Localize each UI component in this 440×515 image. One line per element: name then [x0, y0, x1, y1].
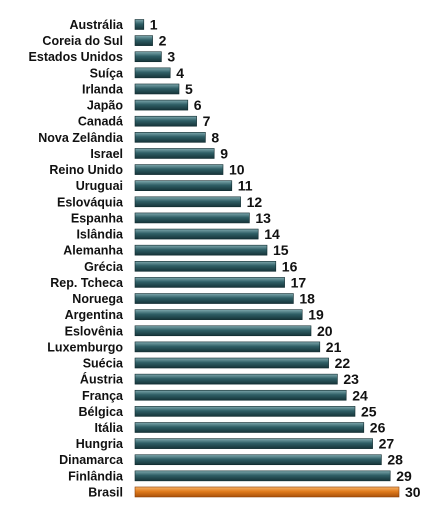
bar-belgica: [134, 406, 356, 417]
bar-brasil: [134, 486, 400, 498]
bar-australia: [134, 19, 145, 30]
category-label-suica: Suíça: [90, 66, 124, 80]
bar-eslovaquia: [134, 196, 241, 208]
category-label-franca: França: [82, 389, 124, 403]
value-label-dinamarca: 28: [387, 452, 403, 468]
value-label-uruguai: 11: [238, 178, 253, 194]
bar-irlanda: [134, 83, 180, 95]
category-label-espanha: Espanha: [71, 211, 124, 225]
bar-noruega: [134, 293, 294, 304]
category-label-luxemburgo: Luxemburgo: [47, 340, 123, 354]
value-label-belgica: 25: [361, 403, 377, 419]
category-label-australia: Austrália: [70, 18, 125, 32]
bar-finlandia: [134, 470, 391, 482]
category-label-uruguai: Uruguai: [76, 179, 123, 193]
category-label-rep-tcheca: Rep. Tcheca: [50, 276, 124, 290]
value-label-suecia: 22: [335, 355, 351, 371]
bar-estados-unidos: [134, 51, 162, 63]
category-label-israel: Israel: [90, 147, 123, 161]
value-label-reino-unido: 10: [229, 162, 245, 178]
category-label-hungria: Hungria: [76, 437, 124, 451]
bar-rep-tcheca: [134, 277, 285, 288]
bar-espanha: [134, 212, 250, 224]
value-label-rep-tcheca: 17: [291, 274, 307, 290]
value-label-alemanha: 15: [273, 242, 289, 258]
bar-alemanha: [134, 244, 268, 256]
category-label-nova-zelandia: Nova Zelândia: [38, 131, 124, 145]
bar-luxemburgo: [134, 341, 321, 353]
bar-suica: [134, 67, 171, 79]
category-label-suecia: Suécia: [83, 357, 124, 371]
bar-italia: [134, 422, 365, 433]
category-label-brasil: Brasil: [88, 485, 123, 499]
bar-coreia-do-sul: [134, 35, 153, 46]
category-label-irlanda: Irlanda: [82, 82, 124, 96]
value-label-eslovenia: 20: [317, 323, 333, 339]
category-label-noruega: Noruega: [72, 292, 124, 306]
category-label-finlandia: Finlândia: [68, 469, 124, 483]
value-label-grecia: 16: [282, 258, 298, 274]
bar-uruguai: [134, 180, 233, 191]
value-label-finlandia: 29: [396, 468, 412, 484]
category-label-italia: Itália: [95, 421, 125, 435]
category-labels: Austrália Coreia do Sul Estados Unidos Suíç…: [29, 18, 125, 499]
category-label-eslovaquia: Eslováquia: [57, 195, 124, 209]
value-label-franca: 24: [352, 387, 368, 403]
category-label-grecia: Grécia: [84, 260, 124, 274]
bar-grecia: [134, 260, 277, 272]
bar-israel: [134, 148, 215, 159]
value-label-eslovaquia: 12: [247, 194, 263, 210]
value-label-argentina: 19: [308, 307, 324, 323]
category-label-japao: Japão: [87, 99, 123, 113]
category-label-coreia-do-sul: Coreia do Sul: [42, 34, 123, 48]
value-label-japao: 6: [194, 97, 202, 113]
value-label-italia: 26: [370, 420, 386, 436]
bar-franca: [134, 389, 347, 401]
bar-islandia: [134, 228, 259, 240]
bar-dinamarca: [134, 454, 382, 466]
bar-reino-unido: [134, 164, 224, 175]
bar-eslovenia: [134, 325, 312, 337]
bar-argentina: [134, 309, 303, 320]
value-label-australia: 1: [150, 17, 158, 33]
bars-group: [134, 19, 400, 498]
value-label-israel: 9: [220, 145, 228, 161]
bar-canada: [134, 115, 197, 127]
value-label-nova-zelandia: 8: [211, 129, 219, 145]
value-label-irlanda: 5: [185, 81, 193, 97]
bar-nova-zelandia: [134, 132, 206, 143]
bar-japao: [134, 99, 189, 111]
bar-hungria: [134, 438, 373, 449]
bar-austria: [134, 373, 338, 385]
category-label-belgica: Bélgica: [79, 405, 125, 419]
value-label-coreia-do-sul: 2: [159, 33, 167, 49]
value-label-luxemburgo: 21: [326, 339, 342, 355]
value-label-hungria: 27: [379, 436, 395, 452]
category-label-alemanha: Alemanha: [63, 244, 124, 258]
value-label-espanha: 13: [255, 210, 271, 226]
category-label-reino-unido: Reino Unido: [49, 163, 123, 177]
category-label-canada: Canadá: [78, 115, 123, 129]
value-labels: 1234567891011121314151617181920212223242…: [150, 17, 421, 500]
value-label-canada: 7: [203, 113, 211, 129]
category-label-dinamarca: Dinamarca: [59, 453, 124, 467]
value-label-estados-unidos: 3: [167, 49, 175, 65]
value-label-suica: 4: [176, 65, 184, 81]
category-label-austria: Áustria: [80, 372, 124, 387]
value-label-brasil: 30: [405, 484, 421, 500]
value-label-islandia: 14: [264, 226, 280, 242]
category-label-eslovenia: Eslovênia: [65, 324, 124, 338]
bar-suecia: [134, 357, 329, 369]
category-label-estados-unidos: Estados Unidos: [29, 50, 124, 64]
category-label-argentina: Argentina: [65, 308, 124, 322]
value-label-austria: 23: [343, 371, 359, 387]
category-label-islandia: Islândia: [76, 228, 124, 242]
value-label-noruega: 18: [299, 291, 315, 307]
